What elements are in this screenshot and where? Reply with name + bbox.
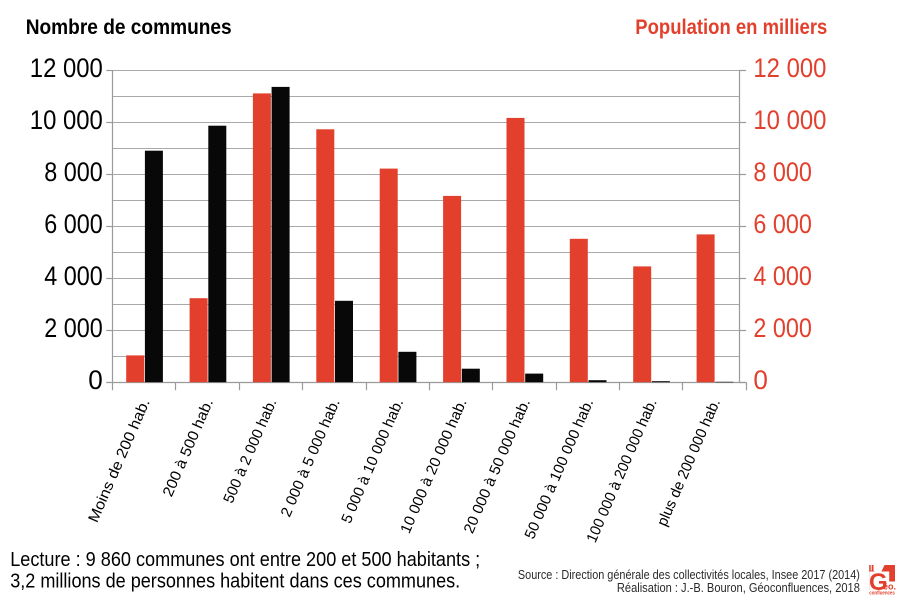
svg-text:8 000: 8 000 bbox=[44, 157, 103, 187]
svg-text:8 000: 8 000 bbox=[753, 157, 812, 187]
svg-text:2 000: 2 000 bbox=[753, 313, 812, 343]
svg-text:confluences: confluences bbox=[869, 591, 895, 597]
svg-text:4 000: 4 000 bbox=[753, 261, 812, 291]
svg-text:Population en milliers: Population en milliers bbox=[635, 15, 827, 39]
svg-text:10 000: 10 000 bbox=[753, 105, 826, 135]
svg-text:Nombre de communes: Nombre de communes bbox=[26, 15, 232, 39]
svg-text:Source : Direction générale de: Source : Direction générale des collecti… bbox=[518, 567, 860, 582]
svg-text:0: 0 bbox=[753, 365, 768, 395]
svg-text:2 000: 2 000 bbox=[44, 313, 103, 343]
svg-text:6 000: 6 000 bbox=[753, 209, 812, 239]
svg-text:12 000: 12 000 bbox=[753, 53, 826, 83]
svg-text:10 000: 10 000 bbox=[30, 105, 103, 135]
svg-text:4 000: 4 000 bbox=[44, 261, 103, 291]
svg-text:Lecture : 9 860 communes ont e: Lecture : 9 860 communes ont entre 200 e… bbox=[10, 549, 480, 571]
svg-text:6 000: 6 000 bbox=[44, 209, 103, 239]
svg-text:Réalisation : J.-B. Bouron, Gé: Réalisation : J.-B. Bouron, Géoconfluenc… bbox=[617, 580, 860, 595]
svg-text:éo.: éo. bbox=[883, 581, 896, 591]
svg-text:12 000: 12 000 bbox=[30, 53, 103, 83]
svg-text:3,2 millions de personnes habi: 3,2 millions de personnes habitent dans … bbox=[10, 571, 460, 593]
svg-text:G: G bbox=[869, 569, 888, 596]
svg-text:0: 0 bbox=[88, 365, 103, 395]
